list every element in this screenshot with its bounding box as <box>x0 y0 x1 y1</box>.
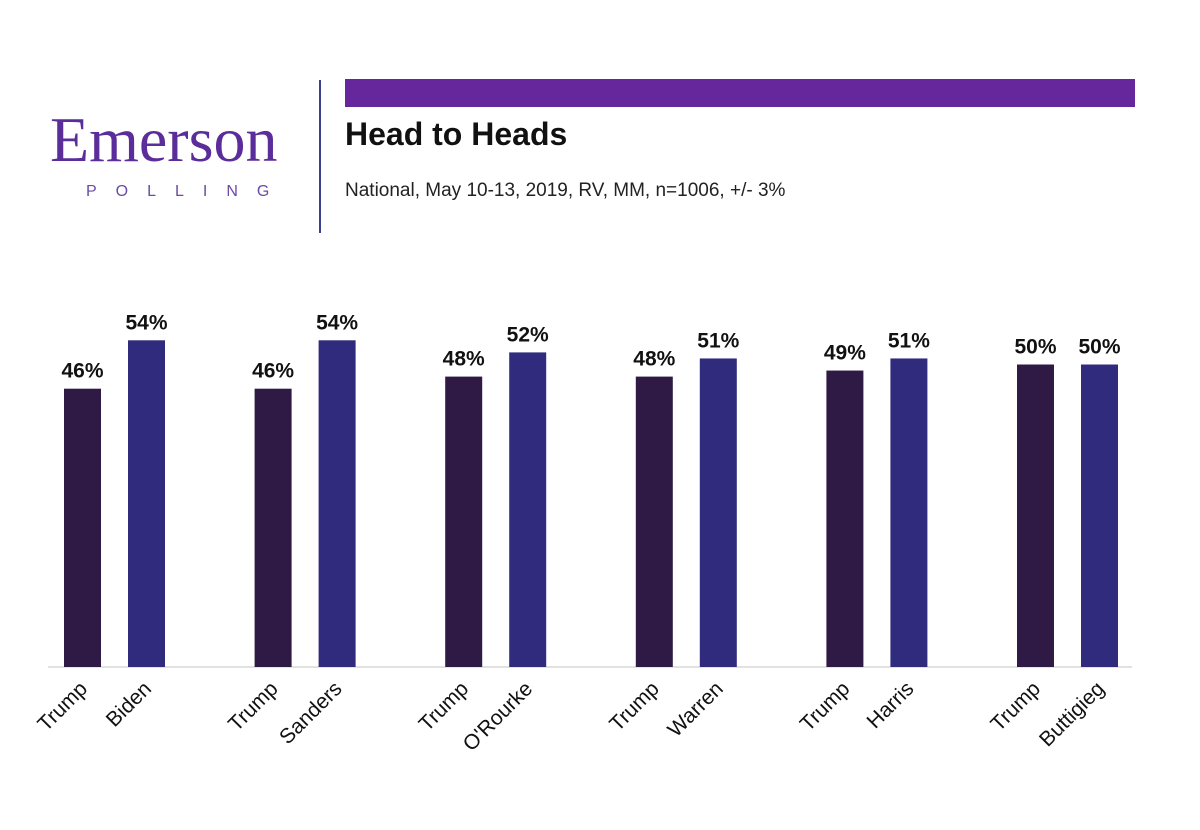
logo-subline: POLLING <box>86 183 289 200</box>
data-label: 51% <box>697 329 739 352</box>
data-label: 52% <box>507 323 549 346</box>
accent-bar <box>345 79 1135 107</box>
bar-sanders-1 <box>318 340 356 667</box>
data-label: 54% <box>316 311 358 334</box>
x-tick-label: Trump <box>33 677 92 736</box>
bar-warren-3 <box>699 358 737 667</box>
data-label: 46% <box>252 360 294 383</box>
logo-wordmark: Emerson <box>50 104 278 175</box>
x-tick-label: O'Rourke <box>459 677 538 756</box>
x-tick-label: Trump <box>415 677 474 736</box>
bar-harris-4 <box>890 358 928 667</box>
header-divider <box>319 80 321 233</box>
data-label: 46% <box>61 360 103 383</box>
x-tick-label: Trump <box>796 677 855 736</box>
x-tick-label: Buttigieg <box>1035 677 1109 751</box>
bar-buttigieg-5 <box>1081 364 1118 667</box>
x-tick-label: Trump <box>986 677 1045 736</box>
bar-trump-0 <box>64 388 101 667</box>
bar-orourke-2 <box>509 352 547 667</box>
x-tick-label: Trump <box>605 677 664 736</box>
data-label: 49% <box>824 342 866 365</box>
x-tick-label: Trump <box>224 677 283 736</box>
chart-subtitle: National, May 10-13, 2019, RV, MM, n=100… <box>345 180 786 201</box>
data-label: 51% <box>888 329 930 352</box>
x-tick-label: Warren <box>663 677 727 741</box>
data-label: 54% <box>125 311 167 334</box>
bar-trump-5 <box>1017 364 1054 667</box>
bar-trump-2 <box>445 376 483 667</box>
x-tick-label: Sanders <box>275 677 347 749</box>
data-label: 48% <box>443 348 485 371</box>
chart-title: Head to Heads <box>345 116 568 152</box>
bar-trump-4 <box>826 370 864 667</box>
data-label: 48% <box>633 348 675 371</box>
bar-biden-0 <box>128 340 165 667</box>
data-label: 50% <box>1078 336 1120 359</box>
data-label: 50% <box>1014 336 1056 359</box>
bar-trump-1 <box>254 388 292 667</box>
x-tick-label: Harris <box>863 677 919 733</box>
bar-trump-3 <box>635 376 673 667</box>
x-tick-label: Biden <box>102 677 156 731</box>
